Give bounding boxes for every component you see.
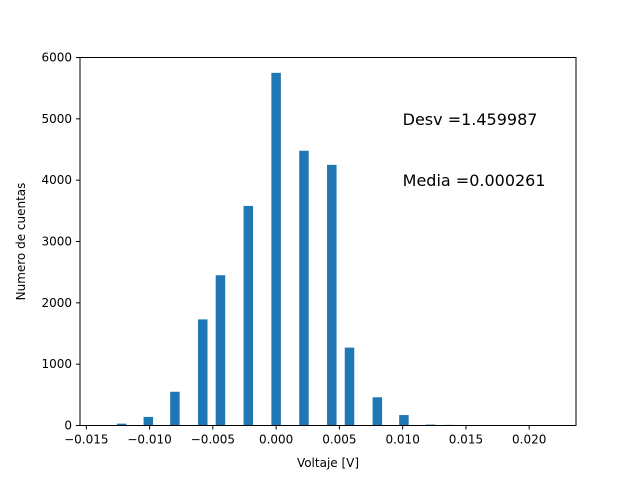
histogram-bar: [143, 416, 154, 426]
x-tick-label: −0.015: [64, 433, 108, 447]
histogram-bar: [299, 150, 309, 426]
x-axis-ticks: −0.015 −0.010 −0.005 0.000 0.005 0.010 0.015 0.…: [64, 425, 546, 447]
x-tick-label: −0.005: [191, 433, 235, 447]
histogram-bar: [271, 72, 281, 426]
histogram-bar: [327, 164, 337, 426]
y-tick-label: 0: [64, 419, 72, 433]
y-tick-label: 6000: [41, 51, 72, 65]
y-tick-label: 1000: [41, 357, 72, 371]
histogram-bar: [117, 423, 127, 426]
histogram-bar: [215, 275, 226, 426]
x-tick-label: 0.020: [512, 433, 546, 447]
annotation-text: Media =0.000261: [403, 171, 546, 190]
bars-group: [117, 72, 455, 426]
y-axis-ticks: 0 1000 2000 3000 4000 5000 6000: [41, 51, 80, 433]
y-tick-label: 2000: [41, 296, 72, 310]
histogram-bar: [372, 397, 383, 426]
histogram-bar: [243, 205, 254, 426]
annotation-text: Desv =1.459987: [403, 110, 538, 129]
histogram-bar: [170, 391, 180, 426]
x-tick-label: 0.000: [259, 433, 293, 447]
x-tick-label: 0.015: [449, 433, 483, 447]
x-tick-label: 0.005: [322, 433, 356, 447]
y-tick-label: 4000: [41, 173, 72, 187]
histogram-bar: [344, 347, 355, 426]
y-tick-label: 3000: [41, 235, 72, 249]
x-tick-label: 0.010: [385, 433, 419, 447]
y-tick-label: 5000: [41, 112, 72, 126]
annotations-group: Desv =1.459987 Media =0.000261: [403, 110, 546, 190]
histogram-bar: [197, 319, 208, 426]
histogram-bar: [399, 415, 409, 426]
x-tick-label: −0.010: [127, 433, 171, 447]
y-axis-label: Numero de cuentas: [14, 183, 28, 301]
x-axis-label: Voltaje [V]: [297, 456, 359, 470]
